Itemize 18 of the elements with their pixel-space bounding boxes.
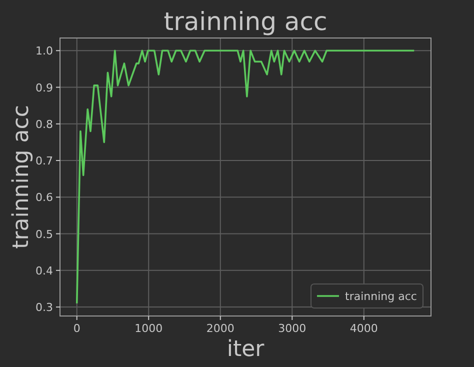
x-tick-label: 2000	[206, 322, 234, 335]
y-tick-label: 0.5	[36, 228, 53, 241]
x-tick-label: 4000	[350, 322, 378, 335]
y-tick-label: 1.0	[36, 44, 53, 58]
x-axis-title: iter	[226, 337, 266, 362]
x-tick-label: 3000	[278, 322, 306, 335]
y-tick-label: 0.3	[36, 301, 53, 314]
y-tick-label: 0.4	[36, 264, 53, 278]
y-tick-label: 0.6	[36, 191, 53, 204]
chart-title: trainning acc	[164, 7, 328, 36]
y-tick-label: 0.9	[36, 81, 53, 94]
y-axis-title: trainning acc	[9, 105, 34, 249]
line-series	[76, 50, 416, 304]
y-tick-label: 0.8	[36, 118, 53, 131]
y-tick-label: 0.7	[36, 154, 53, 168]
x-tick-label: 0	[73, 322, 80, 335]
legend-label: trainning acc	[345, 290, 417, 303]
x-tick-label: 1000	[134, 322, 163, 335]
